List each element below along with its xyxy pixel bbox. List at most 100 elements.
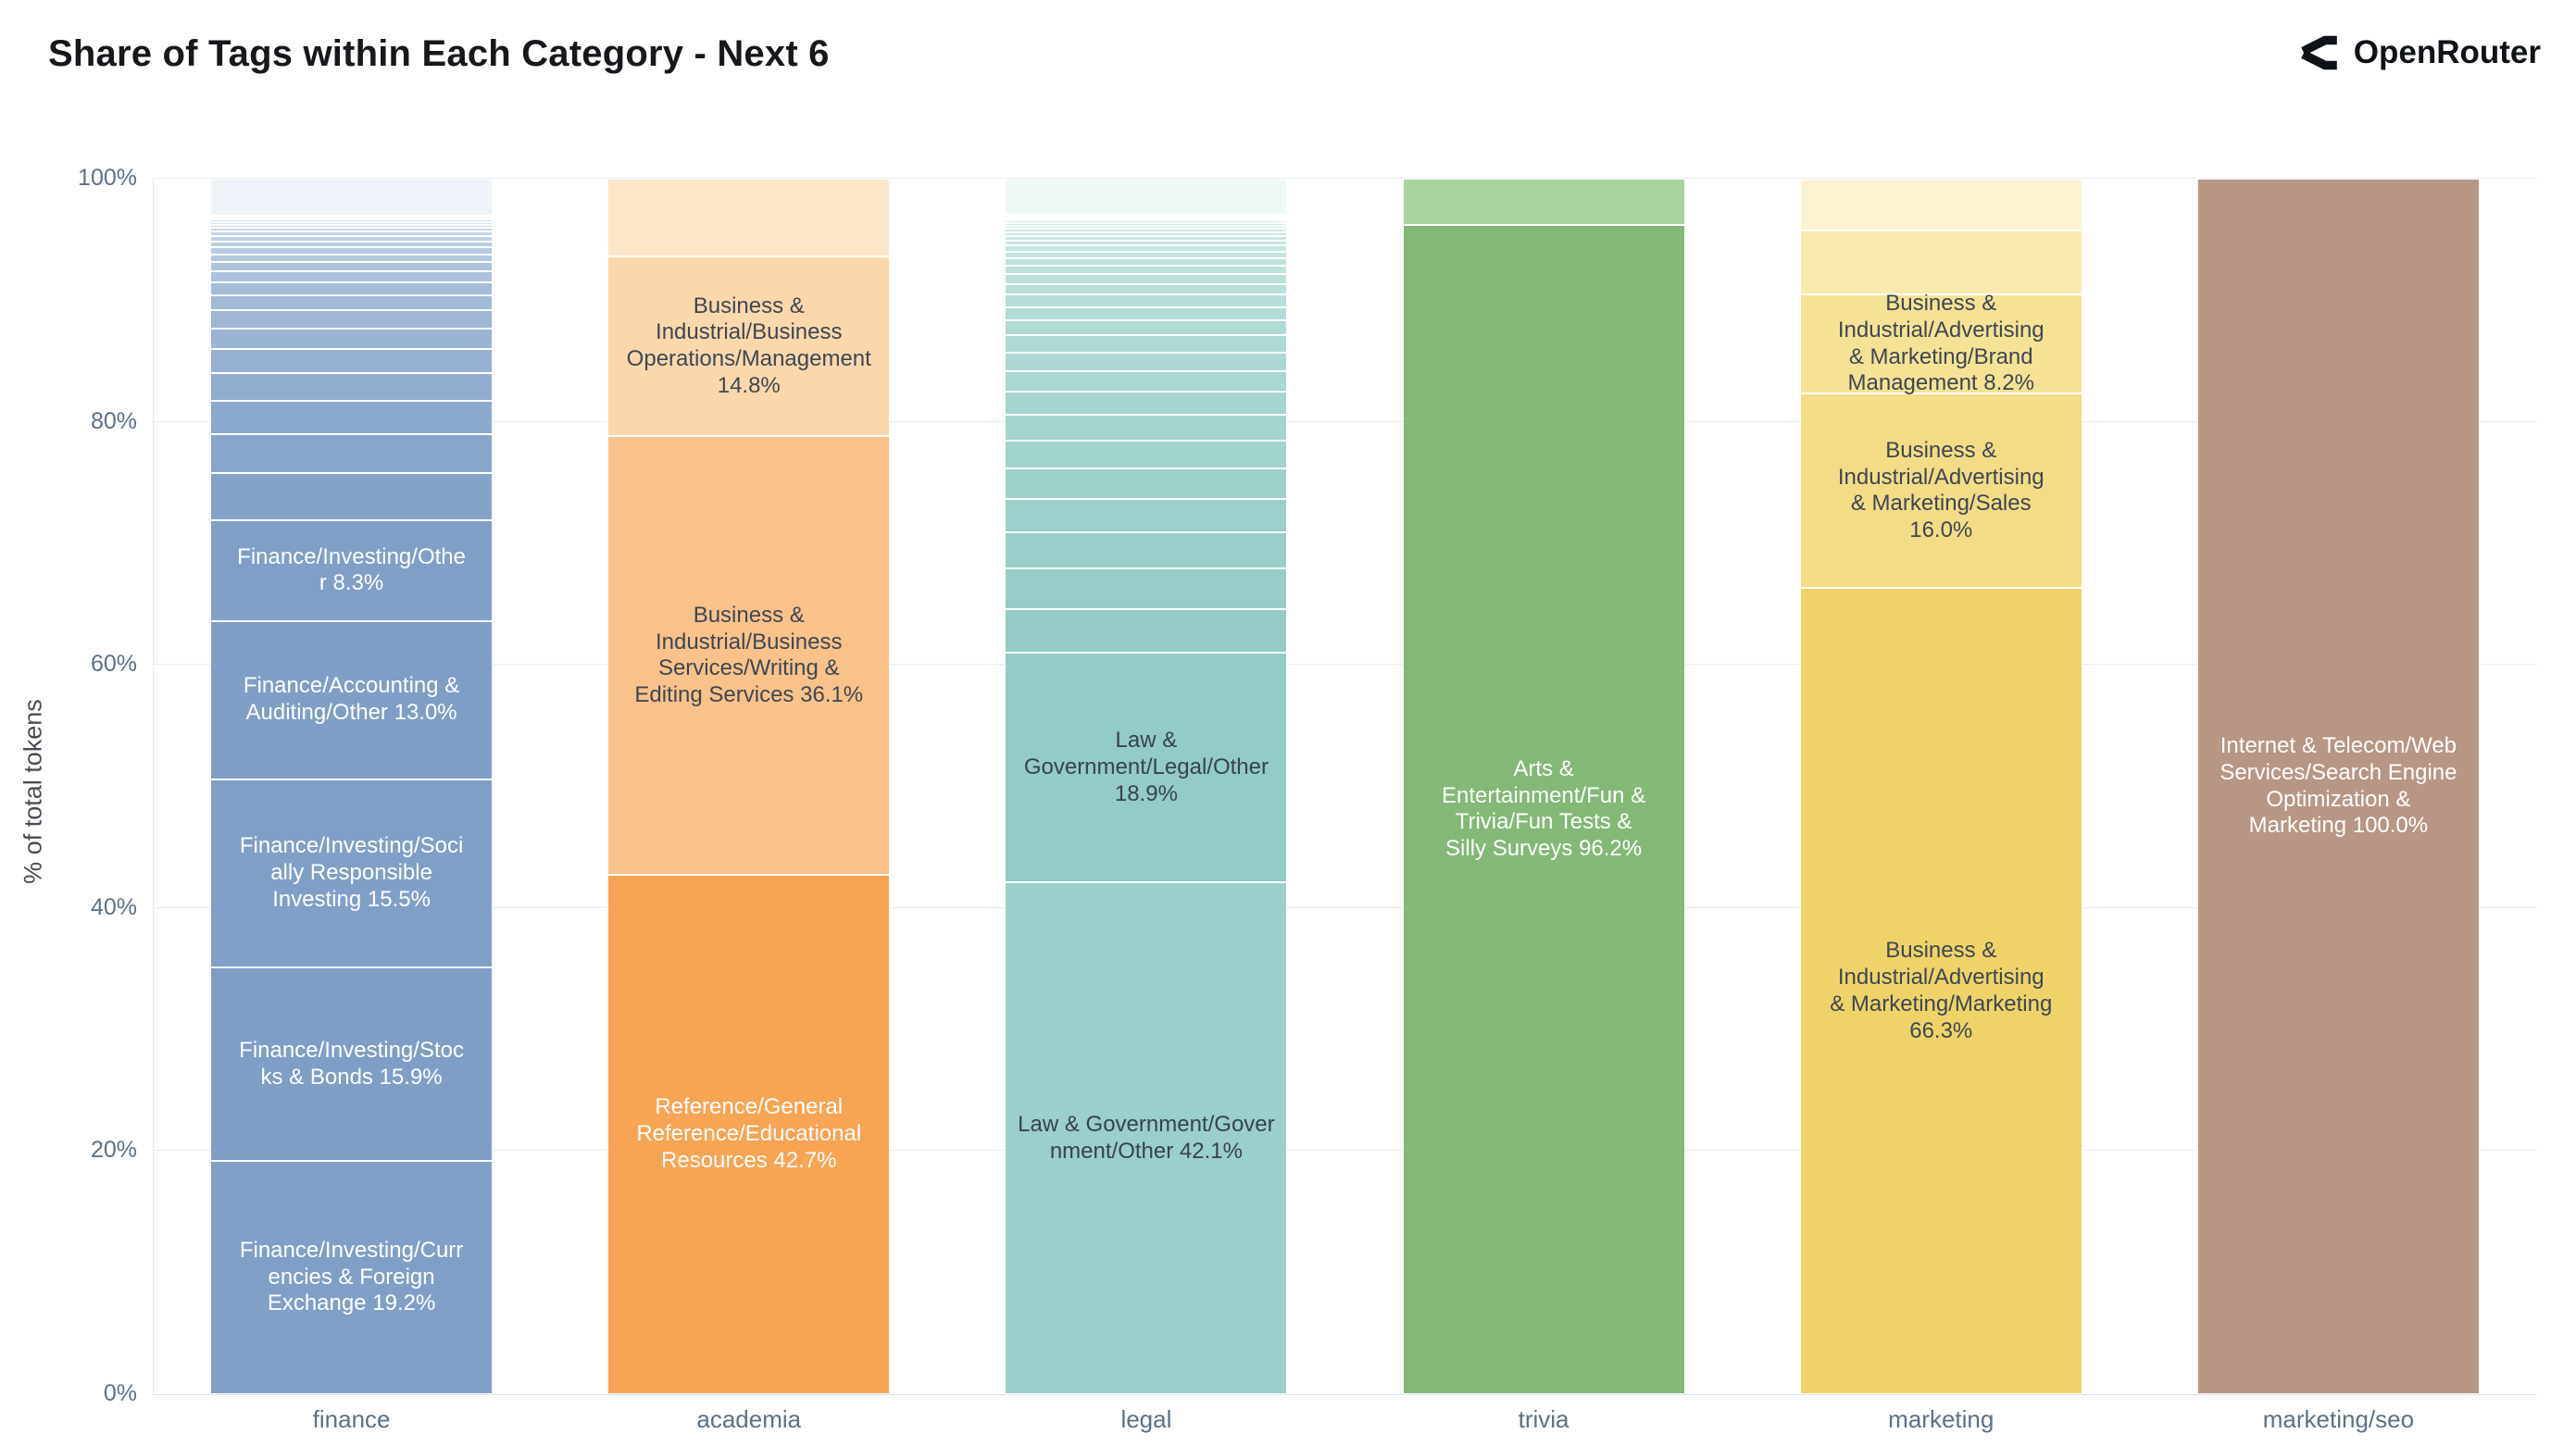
page-title: Share of Tags within Each Category - Nex…: [48, 33, 830, 74]
bar-segment-finance-11[interactable]: [210, 310, 494, 329]
bar-segment-finance-19[interactable]: [210, 236, 494, 242]
bar-segment-label: Law & Government/Gover nment/Other 42.1%: [1018, 1111, 1275, 1164]
bar-segment-legal-7[interactable]: [1005, 440, 1288, 469]
bar-segment-legal-10[interactable]: [1005, 371, 1288, 393]
bar-segment-legal-20[interactable]: [1005, 251, 1288, 258]
bar-segment-label: Business & Industrial/Business Services/…: [634, 602, 864, 708]
bar-segment-legal-2[interactable]: [1005, 608, 1288, 654]
bar-segment-legal-5[interactable]: [1005, 499, 1288, 533]
bar-segment-legal-19[interactable]: [1005, 257, 1288, 266]
y-axis-title: % of total tokens: [19, 699, 47, 884]
bar-segment-legal-3[interactable]: [1005, 568, 1288, 609]
y-tick-label: 60%: [90, 651, 137, 678]
bar-segment-legal-24[interactable]: [1005, 231, 1288, 236]
bar-segment-legal-18[interactable]: [1005, 265, 1288, 275]
x-axis-label-marketing: marketing: [1888, 1405, 1995, 1433]
bar-segment-label: Business & Industrial/Business Operation…: [626, 293, 871, 398]
bar-segment-finance-1[interactable]: Finance/Investing/Stoc ks & Bonds 15.9%: [210, 967, 494, 1161]
bar-segment-marketing/seo-0[interactable]: Internet & Telecom/Web Services/Search E…: [2196, 179, 2480, 1394]
y-tick-label: 0%: [103, 1380, 137, 1406]
bar-segment-finance-27[interactable]: [210, 179, 494, 216]
bar-segment-legal-14[interactable]: [1005, 306, 1288, 320]
bar-segment-legal-16[interactable]: [1005, 283, 1288, 295]
bar-segment-label: Reference/General Reference/Educational …: [636, 1094, 862, 1174]
bar-finance: Finance/Investing/Curr encies & Foreign …: [210, 179, 494, 1394]
bar-segment-legal-32[interactable]: [1005, 179, 1288, 216]
x-axis-label-legal: legal: [1120, 1405, 1172, 1433]
bar-segment-legal-27[interactable]: [1005, 222, 1288, 226]
brand-name: OpenRouter: [2353, 34, 2541, 70]
bar-segment-finance-23[interactable]: [210, 221, 494, 225]
bar-segment-legal-11[interactable]: [1005, 352, 1288, 372]
bar-segment-finance-8[interactable]: [210, 373, 494, 402]
bar-segment-academia-2[interactable]: Business & Industrial/Business Operation…: [607, 256, 891, 437]
openrouter-logo-icon: [2291, 31, 2339, 74]
bar-segment-finance-22[interactable]: [210, 224, 494, 229]
bar-segment-finance-24[interactable]: [210, 219, 494, 222]
bar-segment-legal-17[interactable]: [1005, 274, 1288, 284]
bar-segment-label: Finance/Investing/Stoc ks & Bonds 15.9%: [239, 1037, 464, 1090]
bar-segment-legal-0[interactable]: Law & Government/Gover nment/Other 42.1%: [1005, 882, 1288, 1394]
bar-segment-legal-12[interactable]: [1005, 335, 1288, 353]
bar-segment-marketing-0[interactable]: Business & Industrial/Advertising & Mark…: [1799, 588, 2082, 1394]
y-tick-label: 80%: [90, 407, 137, 434]
bar-segment-legal-21[interactable]: [1005, 245, 1288, 252]
x-axis-label-marketing/seo: marketing/seo: [2262, 1405, 2415, 1433]
x-axis-label-trivia: trivia: [1518, 1405, 1569, 1433]
bar-segment-finance-17[interactable]: [210, 247, 494, 255]
bar-segment-legal-4[interactable]: [1005, 532, 1288, 569]
bar-segment-legal-6[interactable]: [1005, 468, 1288, 499]
bar-segment-marketing-4[interactable]: [1799, 179, 2082, 231]
bar-segment-legal-13[interactable]: [1005, 319, 1288, 336]
bar-segment-legal-31[interactable]: [1005, 215, 1288, 218]
bar-segment-legal-26[interactable]: [1005, 225, 1288, 229]
bar-segment-academia-0[interactable]: Reference/General Reference/Educational …: [607, 875, 891, 1394]
bar-segment-label: Arts & Entertainment/Fun & Trivia/Fun Te…: [1442, 755, 1646, 862]
bar-trivia: Arts & Entertainment/Fun & Trivia/Fun Te…: [1402, 179, 1685, 1394]
bar-segment-finance-20[interactable]: [210, 231, 494, 237]
bar-segment-finance-18[interactable]: [210, 241, 494, 248]
bar-segment-finance-14[interactable]: [210, 271, 494, 283]
bar-segment-legal-29[interactable]: [1005, 218, 1288, 221]
bar-segment-academia-1[interactable]: Business & Industrial/Business Services/…: [607, 436, 891, 876]
bar-segment-finance-10[interactable]: [210, 328, 494, 349]
bar-segment-finance-26[interactable]: [210, 215, 494, 218]
bar-segment-finance-12[interactable]: [210, 295, 494, 311]
bar-segment-label: Finance/Investing/Curr encies & Foreign …: [239, 1237, 464, 1316]
bar-segment-trivia-1[interactable]: [1402, 179, 1685, 225]
bar-segment-finance-15[interactable]: [210, 262, 494, 272]
bar-segment-legal-1[interactable]: Law & Government/Legal/Other 18.9%: [1005, 653, 1288, 883]
bar-segment-marketing-1[interactable]: Business & Industrial/Advertising & Mark…: [1799, 393, 2082, 589]
bar-segment-finance-5[interactable]: [210, 472, 494, 520]
gridline-60%: [153, 664, 2537, 666]
y-tick-label: 20%: [90, 1137, 137, 1164]
bar-segment-legal-8[interactable]: [1005, 415, 1288, 441]
bar-segment-finance-0[interactable]: Finance/Investing/Curr encies & Foreign …: [210, 1160, 494, 1394]
x-axis-line: [153, 1394, 2537, 1395]
bar-segment-finance-7[interactable]: [210, 401, 494, 434]
plot-area: Finance/Investing/Curr encies & Foreign …: [153, 178, 2537, 1395]
bar-segment-label: Finance/Investing/Soci ally Responsible …: [239, 833, 464, 912]
bar-segment-legal-25[interactable]: [1005, 228, 1288, 232]
bar-segment-finance-4[interactable]: Finance/Investing/Othe r 8.3%: [210, 519, 494, 621]
bar-segment-legal-28[interactable]: [1005, 220, 1288, 223]
bar-segment-legal-22[interactable]: [1005, 240, 1288, 246]
bar-segment-finance-21[interactable]: [210, 228, 494, 232]
bar-segment-finance-25[interactable]: [210, 217, 494, 220]
bar-segment-trivia-0[interactable]: Arts & Entertainment/Fun & Trivia/Fun Te…: [1402, 224, 1685, 1394]
bar-segment-legal-30[interactable]: [1005, 217, 1288, 219]
bar-segment-academia-3[interactable]: [607, 179, 891, 257]
bar-segment-finance-3[interactable]: Finance/Accounting & Auditing/Other 13.0…: [210, 620, 494, 779]
bar-segment-finance-9[interactable]: [210, 348, 494, 374]
bar-segment-legal-15[interactable]: [1005, 294, 1288, 307]
bar-segment-marketing-2[interactable]: Business & Industrial/Advertising & Mark…: [1799, 291, 2082, 395]
bar-segment-legal-23[interactable]: [1005, 235, 1288, 241]
bar-segment-finance-2[interactable]: Finance/Investing/Soci ally Responsible …: [210, 779, 494, 968]
bar-segment-finance-13[interactable]: [210, 282, 494, 296]
bar-segment-legal-9[interactable]: [1005, 392, 1288, 416]
bar-segment-marketing-3[interactable]: [1799, 231, 2082, 294]
bar-segment-finance-16[interactable]: [210, 254, 494, 263]
gridline-40%: [153, 906, 2537, 908]
bar-segment-finance-6[interactable]: [210, 433, 494, 473]
